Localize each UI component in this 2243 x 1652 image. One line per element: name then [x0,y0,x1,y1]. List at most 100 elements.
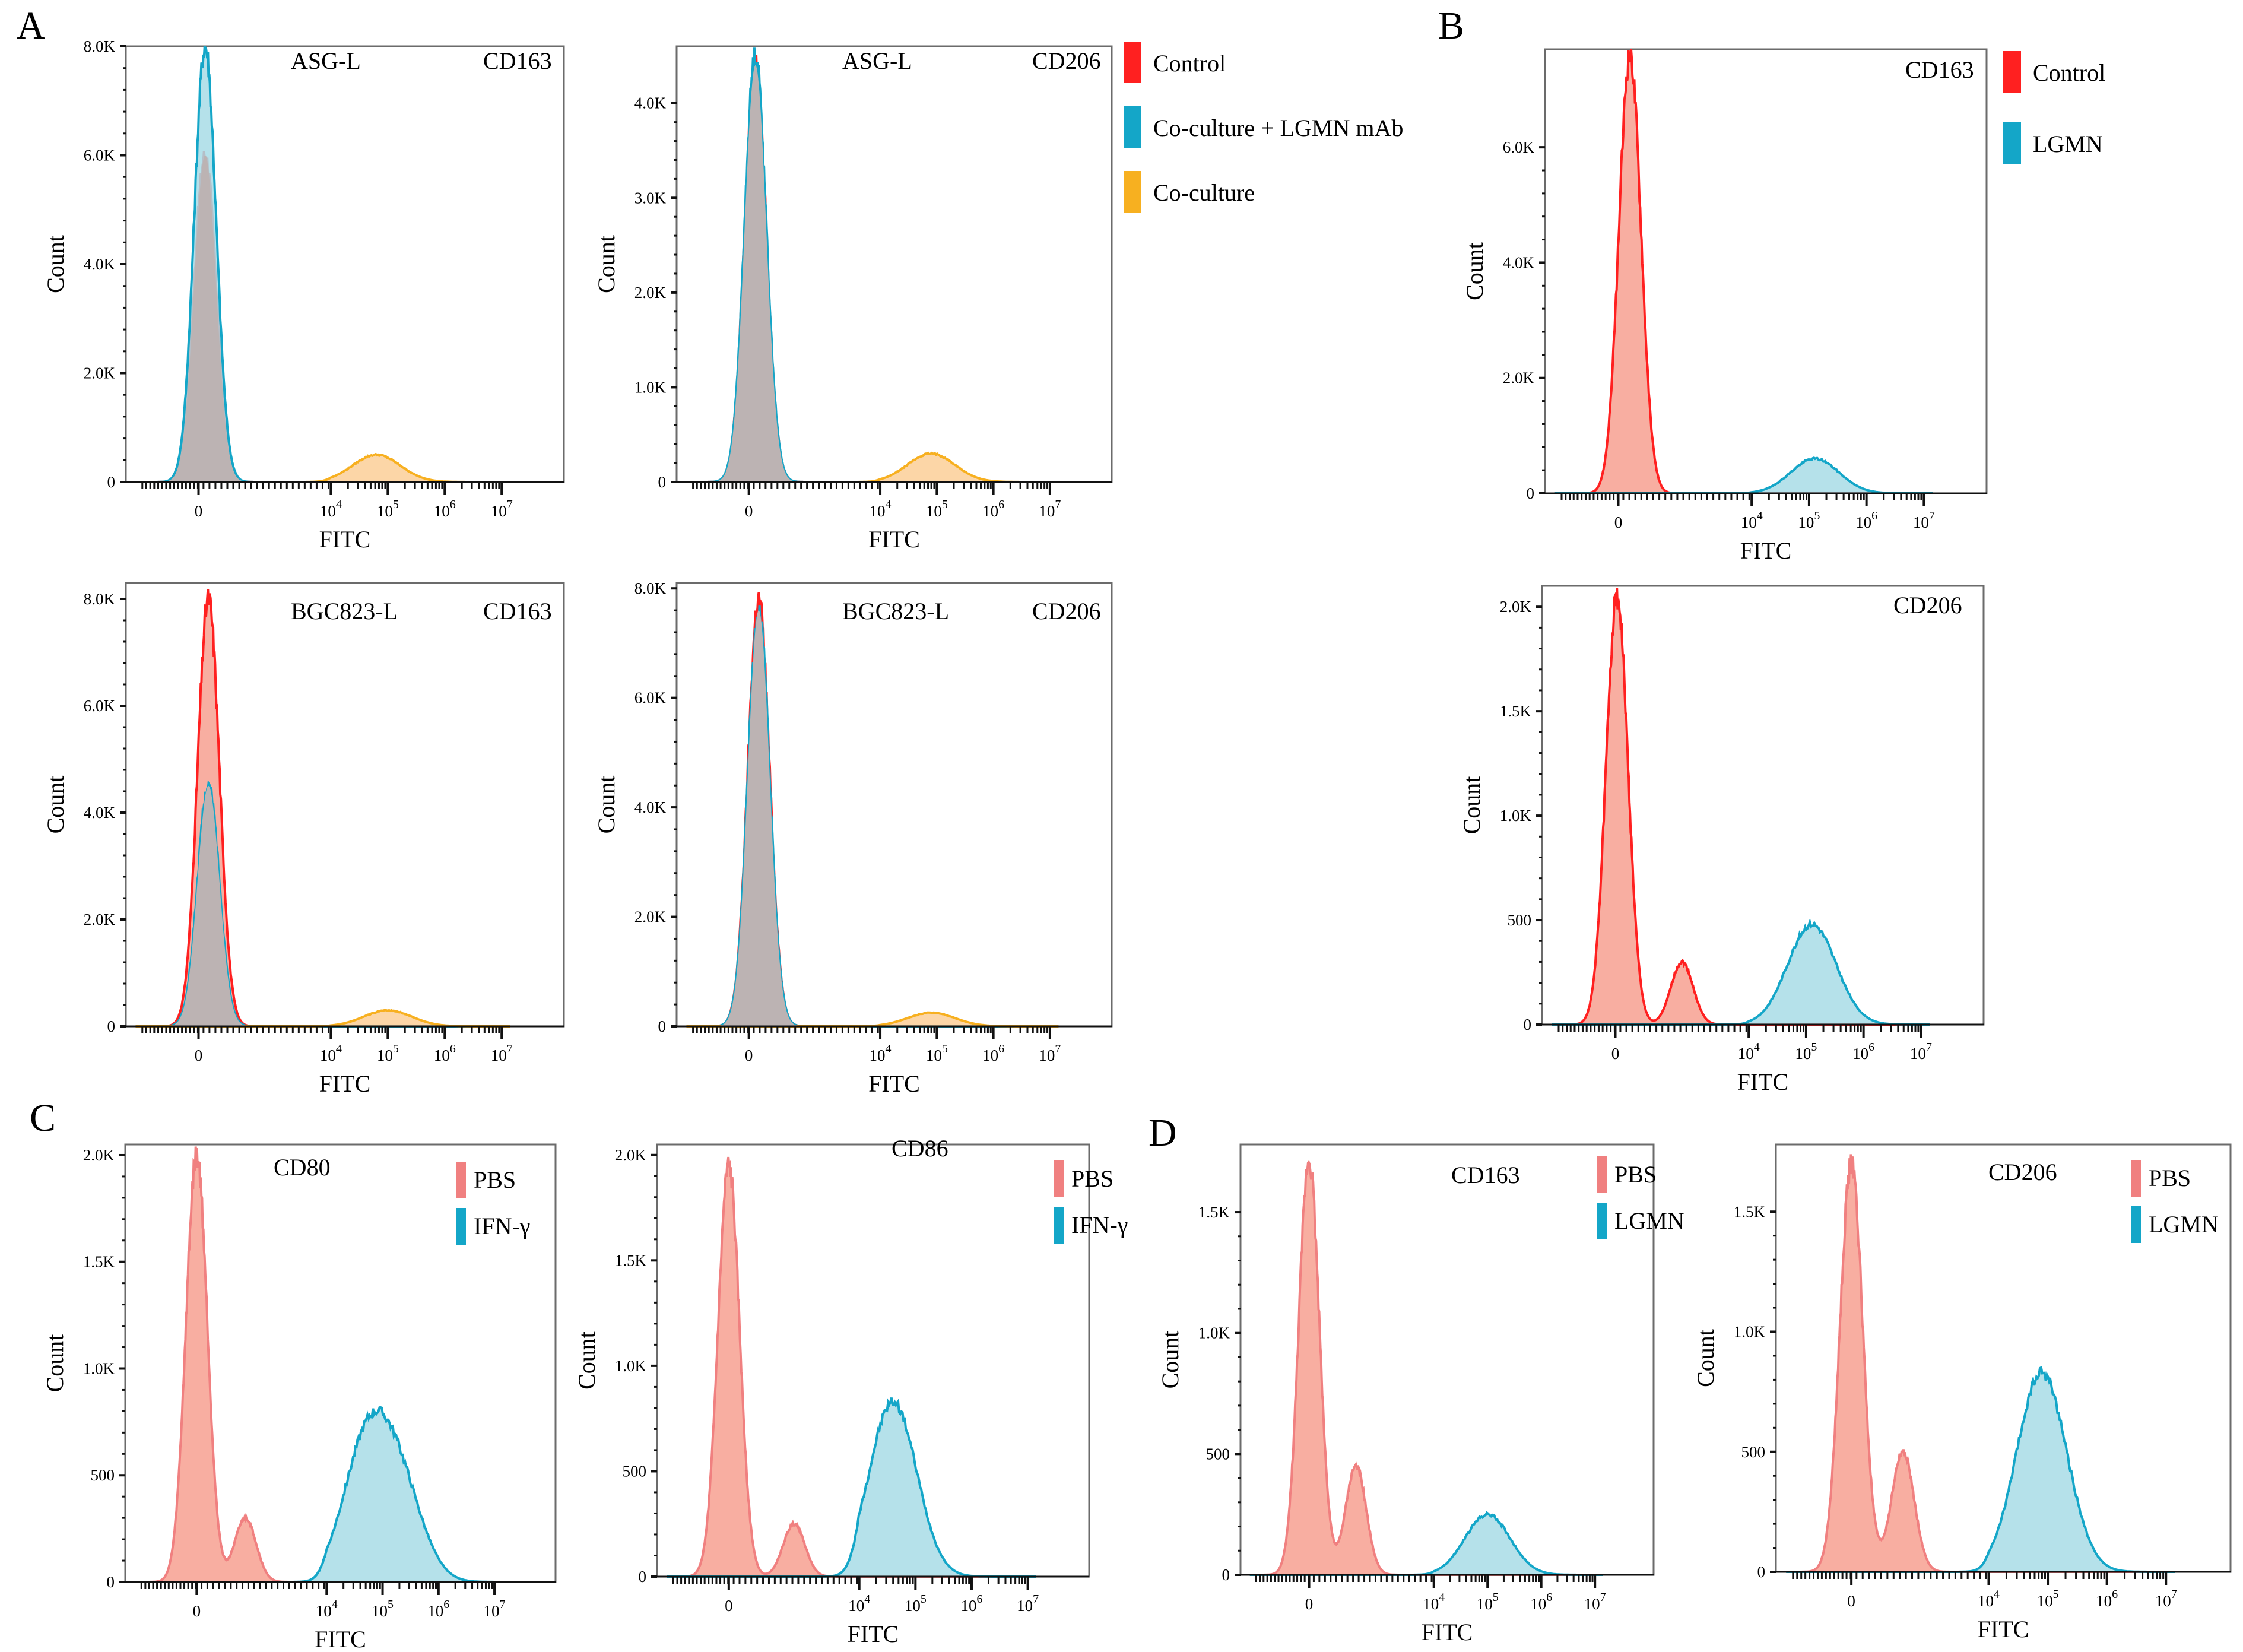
x-tick-exponent: 6 [450,1042,456,1055]
y-tick-label: 8.0K [84,590,116,608]
x-axis-label: FITC [319,526,371,553]
series-fill-ifn- [135,1407,503,1582]
x-tick-label: 106 [1852,1041,1874,1063]
y-tick-label: 1.5K [1734,1203,1766,1220]
legend-label: LGMN [1614,1207,1684,1234]
panel-letter-b: B [1438,4,1464,47]
y-tick-label: 4.0K [634,798,667,816]
y-tick-label: 0 [1527,484,1535,502]
y-tick-label: 4.0K [84,804,116,822]
legend-label: Co-culture + LGMN mAb [1153,115,1403,141]
x-tick-label: 104 [1738,1041,1760,1063]
y-axis-label: Count [593,235,620,293]
panel-letter-d: D [1149,1111,1177,1155]
x-axis-label: FITC [1978,1616,2029,1643]
x-tick-exponent: 4 [1754,1041,1760,1054]
series-fill-lgmn [1552,922,1930,1025]
y-tick-label: 1.5K [1500,702,1532,720]
x-tick-exponent: 4 [332,1598,338,1611]
y-tick-label: 0 [1524,1016,1532,1033]
x-tick-label: 105 [1795,1041,1817,1063]
x-tick-exponent: 7 [1055,1042,1061,1055]
x-tick-exponent: 7 [1926,1041,1932,1054]
y-tick-label: 2.0K [84,364,116,382]
y-tick-label: 1.0K [615,1357,647,1375]
x-tick-exponent: 6 [450,498,456,511]
x-tick-exponent: 5 [393,498,399,511]
x-tick-label: 106 [982,498,1004,520]
x-tick-label: 107 [1913,509,1935,531]
x-tick-label: 106 [427,1598,449,1620]
x-tick-label: 104 [870,498,892,520]
x-tick-label: 0 [1614,513,1623,531]
x-axis-label: FITC [319,1070,371,1097]
x-tick-label: 106 [434,1042,456,1064]
x-tick-exponent: 6 [976,1593,982,1606]
chart-marker-label: CD163 [1451,1162,1520,1188]
x-tick-label: 105 [377,498,399,520]
series-fill-lgmn [1786,1367,2175,1572]
x-tick-exponent: 7 [2171,1588,2177,1601]
legend-label: Control [2033,59,2105,86]
y-tick-label: 1.0K [83,1359,115,1377]
x-tick-label: 107 [491,1042,513,1064]
x-tick-exponent: 7 [500,1598,506,1611]
chart-C1: 0 500 1.0K 1.5K 2.0K 0 104 105 106 107 FITC Count CD… [42,1143,557,1652]
y-tick-label: 0 [1222,1566,1230,1584]
x-tick-exponent: 5 [1811,1041,1817,1054]
x-tick-exponent: 6 [1546,1591,1552,1604]
y-tick-label: 0 [658,473,667,491]
series-fill-co-culture [686,453,1059,482]
y-axis-label: Count [1692,1329,1719,1387]
y-tick-label: 8.0K [634,579,667,597]
chart-B2: 0 500 1.0K 1.5K 2.0K 0 104 105 106 107 FITC Count CD… [1458,585,1985,1095]
y-tick-label: 0 [1757,1563,1766,1581]
chart-sample-label: ASG-L [842,47,912,74]
x-axis-label: FITC [1740,537,1792,564]
x-tick-label: 0 [195,1047,203,1064]
x-tick-label: 0 [745,502,753,520]
y-tick-label: 4.0K [1503,253,1535,271]
x-tick-label: 0 [195,502,203,520]
chart-marker-label: CD206 [1032,598,1101,624]
x-tick-label: 106 [2096,1588,2118,1610]
chart-marker-label: CD206 [1893,592,1962,619]
x-tick-label: 104 [320,1042,342,1064]
x-tick-label: 107 [1584,1591,1606,1613]
chart-sample-label: ASG-L [291,47,361,74]
x-tick-exponent: 7 [507,498,513,511]
panel-letters: A B C D [17,4,1464,1155]
y-tick-label: 500 [1741,1443,1766,1461]
legend-swatch [2003,51,2021,93]
y-tick-label: 0 [107,1573,115,1591]
legend-swatch [1597,1203,1607,1239]
y-tick-label: 6.0K [84,697,116,715]
x-tick-label: 105 [372,1598,394,1620]
y-tick-label: 2.0K [1500,598,1532,616]
x-tick-label: 107 [1017,1593,1039,1615]
x-tick-label: 107 [1039,498,1061,520]
y-tick-label: 2.0K [83,1146,115,1164]
y-tick-label: 0 [639,1568,647,1586]
y-tick-label: 1.0K [634,378,667,396]
legend-swatch [1124,171,1141,213]
x-tick-label: 107 [491,498,513,520]
x-tick-label: 0 [193,1602,201,1620]
x-tick-exponent: 5 [1493,1591,1499,1604]
x-tick-label: 0 [1611,1045,1620,1063]
legend-swatch [1597,1156,1607,1193]
y-axis-label: Count [593,776,620,834]
x-tick-label: 104 [320,498,342,520]
x-tick-label: 107 [1910,1041,1932,1063]
x-tick-label: 0 [725,1597,733,1615]
x-tick-label: 106 [960,1593,982,1615]
legend-label: PBS [1614,1161,1657,1188]
x-tick-label: 106 [1855,509,1877,531]
chart-sample-label: BGC823-L [842,598,949,624]
legend-label: LGMN [2033,131,2103,157]
y-tick-label: 4.0K [84,255,116,273]
y-tick-label: 1.5K [83,1253,115,1271]
panel-letter-c: C [30,1096,56,1140]
x-tick-exponent: 5 [921,1593,927,1606]
chart-A3: 0 2.0K 4.0K 6.0K 8.0K 0 104 105 106 107 FITC Count B… [42,582,565,1097]
